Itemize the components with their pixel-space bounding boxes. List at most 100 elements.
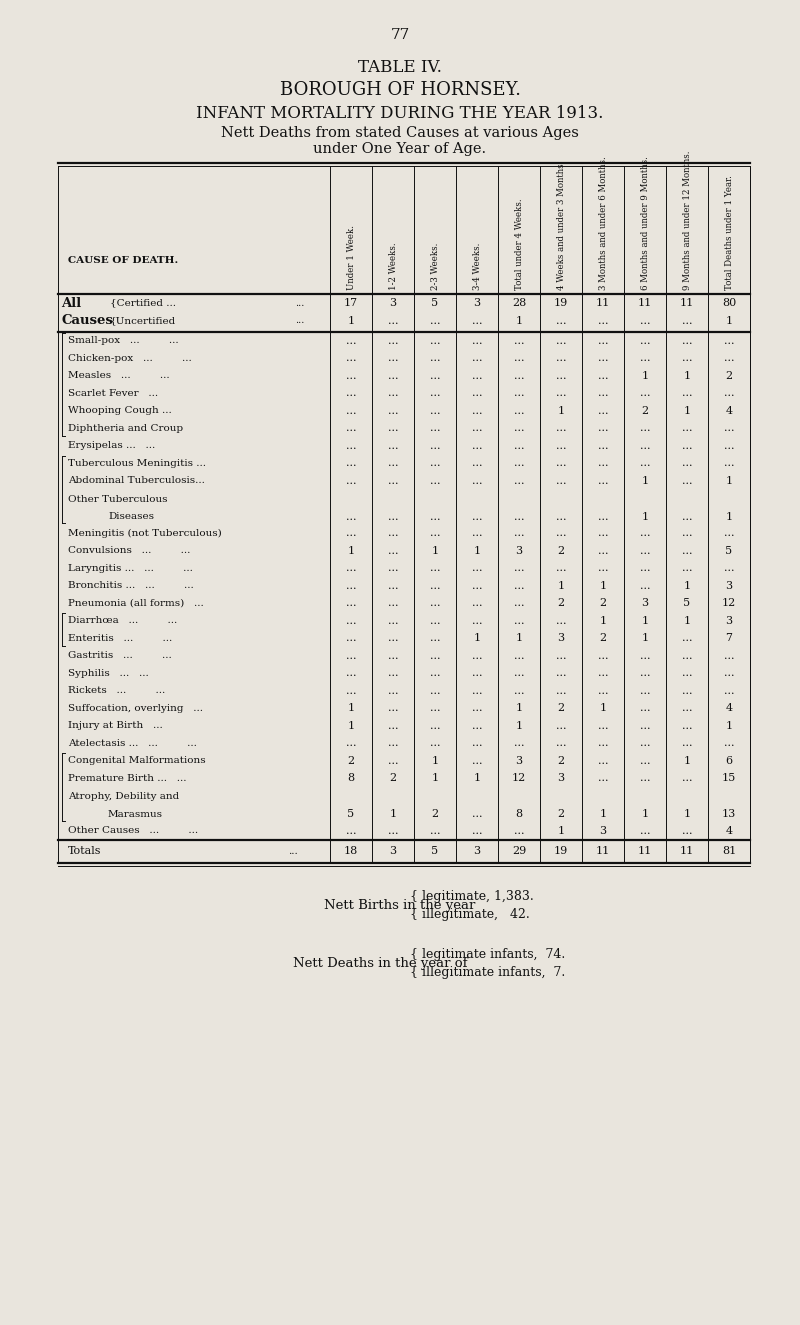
Text: ...: ... xyxy=(388,721,398,731)
Text: Nett Deaths in the year of: Nett Deaths in the year of xyxy=(293,957,467,970)
Text: ...: ... xyxy=(682,458,692,468)
Text: ...: ... xyxy=(514,563,524,574)
Text: ...: ... xyxy=(556,354,566,363)
Text: ...: ... xyxy=(598,738,608,749)
Text: Syphilis   ...   ...: Syphilis ... ... xyxy=(68,669,149,678)
Text: 1: 1 xyxy=(558,825,565,836)
Text: 1: 1 xyxy=(431,774,438,783)
Text: 1-2 Weeks.: 1-2 Weeks. xyxy=(389,242,398,290)
Text: 12: 12 xyxy=(722,599,736,608)
Text: ...: ... xyxy=(346,371,356,380)
Text: ...: ... xyxy=(388,668,398,678)
Text: ...: ... xyxy=(556,738,566,749)
Text: ...: ... xyxy=(682,651,692,661)
Text: 1: 1 xyxy=(599,704,606,713)
Text: ...: ... xyxy=(724,441,734,451)
Text: 1: 1 xyxy=(683,405,690,416)
Text: ...: ... xyxy=(430,580,440,591)
Text: 2: 2 xyxy=(347,755,354,766)
Text: ...: ... xyxy=(295,298,305,307)
Text: ...: ... xyxy=(346,405,356,416)
Text: ...: ... xyxy=(724,668,734,678)
Text: ...: ... xyxy=(598,371,608,380)
Text: ...: ... xyxy=(640,315,650,326)
Text: ...: ... xyxy=(430,704,440,713)
Text: ...: ... xyxy=(514,668,524,678)
Text: ...: ... xyxy=(724,458,734,468)
Text: 1: 1 xyxy=(726,721,733,731)
Text: ...: ... xyxy=(346,825,356,836)
Text: 2: 2 xyxy=(431,810,438,819)
Text: ...: ... xyxy=(472,315,482,326)
Text: ...: ... xyxy=(556,511,566,522)
Text: ...: ... xyxy=(388,371,398,380)
Text: 1: 1 xyxy=(515,704,522,713)
Text: ...: ... xyxy=(640,755,650,766)
Text: Nett Births in the year: Nett Births in the year xyxy=(324,898,476,912)
Text: TABLE IV.: TABLE IV. xyxy=(358,60,442,77)
Text: 18: 18 xyxy=(344,847,358,856)
Text: 3: 3 xyxy=(515,546,522,555)
Text: 5: 5 xyxy=(726,546,733,555)
Text: ...: ... xyxy=(430,315,440,326)
Text: ...: ... xyxy=(388,315,398,326)
Text: 3: 3 xyxy=(642,599,649,608)
Text: Marasmus: Marasmus xyxy=(108,810,163,819)
Text: 2: 2 xyxy=(558,599,565,608)
Text: ...: ... xyxy=(682,774,692,783)
Text: Congenital Malformations: Congenital Malformations xyxy=(68,757,206,766)
Text: ...: ... xyxy=(514,580,524,591)
Text: 15: 15 xyxy=(722,774,736,783)
Text: 6: 6 xyxy=(726,755,733,766)
Text: Injury at Birth   ...: Injury at Birth ... xyxy=(68,721,162,730)
Text: ...: ... xyxy=(388,546,398,555)
Text: ...: ... xyxy=(472,371,482,380)
Text: ...: ... xyxy=(346,563,356,574)
Text: 2: 2 xyxy=(558,546,565,555)
Text: ...: ... xyxy=(472,476,482,486)
Text: 3: 3 xyxy=(726,580,733,591)
Text: 19: 19 xyxy=(554,298,568,309)
Text: 1: 1 xyxy=(683,810,690,819)
Text: ...: ... xyxy=(682,511,692,522)
Text: ...: ... xyxy=(598,315,608,326)
Text: ...: ... xyxy=(430,563,440,574)
Text: ...: ... xyxy=(682,704,692,713)
Text: ...: ... xyxy=(430,686,440,696)
Text: ...: ... xyxy=(514,371,524,380)
Text: 1: 1 xyxy=(515,315,522,326)
Text: Convulsions   ...         ...: Convulsions ... ... xyxy=(68,546,190,555)
Text: Suffocation, overlying   ...: Suffocation, overlying ... xyxy=(68,704,203,713)
Text: ...: ... xyxy=(472,810,482,819)
Text: ...: ... xyxy=(514,529,524,538)
Text: ...: ... xyxy=(388,441,398,451)
Text: ...: ... xyxy=(430,651,440,661)
Text: ...: ... xyxy=(682,315,692,326)
Text: ...: ... xyxy=(430,738,440,749)
Text: ...: ... xyxy=(514,616,524,625)
Text: ...: ... xyxy=(346,651,356,661)
Text: ...: ... xyxy=(514,423,524,433)
Text: ...: ... xyxy=(598,388,608,399)
Text: 80: 80 xyxy=(722,298,736,309)
Text: Diarrhœa   ...         ...: Diarrhœa ... ... xyxy=(68,616,178,625)
Text: Meningitis (not Tuberculous): Meningitis (not Tuberculous) xyxy=(68,529,222,538)
Text: ...: ... xyxy=(514,686,524,696)
Text: ...: ... xyxy=(514,825,524,836)
Text: 4 Weeks and under 3 Months.: 4 Weeks and under 3 Months. xyxy=(557,162,566,290)
Text: ...: ... xyxy=(295,317,305,325)
Text: 5: 5 xyxy=(683,599,690,608)
Text: 3: 3 xyxy=(474,298,481,309)
Text: 1: 1 xyxy=(726,476,733,486)
Text: ...: ... xyxy=(472,335,482,346)
Text: ...: ... xyxy=(640,335,650,346)
Text: 8: 8 xyxy=(515,810,522,819)
Text: {Uncertified: {Uncertified xyxy=(110,317,176,325)
Text: 1: 1 xyxy=(642,633,649,643)
Text: ...: ... xyxy=(472,511,482,522)
Text: 29: 29 xyxy=(512,847,526,856)
Text: ...: ... xyxy=(682,686,692,696)
Text: ...: ... xyxy=(430,371,440,380)
Text: 1: 1 xyxy=(599,616,606,625)
Text: Nett Deaths from stated Causes at various Ages: Nett Deaths from stated Causes at variou… xyxy=(221,126,579,140)
